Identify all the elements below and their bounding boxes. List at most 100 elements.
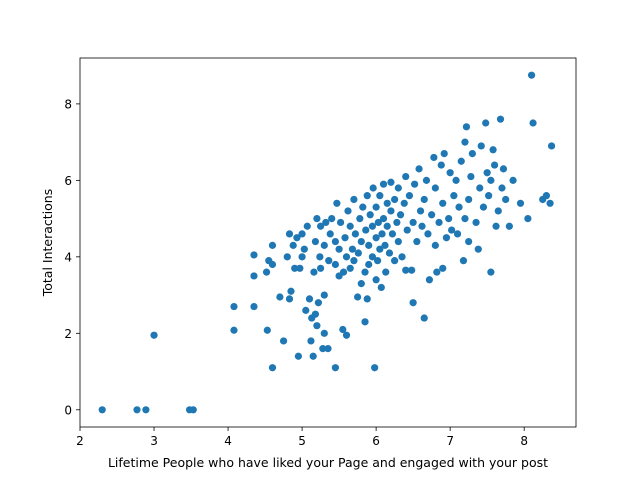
- data-point: [189, 406, 197, 414]
- data-point: [388, 230, 397, 238]
- data-point: [339, 325, 347, 334]
- data-point: [368, 222, 377, 230]
- data-point: [344, 207, 352, 215]
- data-point: [490, 161, 499, 169]
- points-layer: [98, 71, 556, 414]
- data-point: [385, 249, 394, 257]
- data-point: [547, 142, 556, 150]
- data-point: [371, 364, 379, 372]
- data-point: [529, 119, 537, 127]
- data-point: [402, 172, 410, 181]
- data-point: [453, 230, 462, 238]
- data-point: [142, 406, 150, 414]
- data-point: [294, 352, 302, 360]
- data-point: [276, 293, 284, 301]
- data-point: [465, 237, 473, 246]
- y-tick-label: 0: [64, 403, 72, 417]
- data-point: [413, 237, 421, 246]
- data-point: [542, 192, 550, 200]
- data-point: [396, 211, 405, 219]
- data-point: [439, 199, 447, 207]
- data-point: [485, 192, 493, 200]
- data-point: [307, 337, 315, 345]
- data-point: [300, 245, 308, 253]
- data-point: [461, 215, 469, 223]
- data-point: [291, 264, 299, 272]
- data-point: [289, 241, 297, 249]
- data-point: [342, 331, 351, 339]
- data-point: [365, 241, 373, 249]
- data-point: [420, 195, 428, 204]
- data-point: [455, 203, 463, 211]
- plot-frame: [79, 57, 577, 428]
- y-tick-label: 4: [64, 250, 72, 264]
- data-point: [428, 211, 436, 219]
- data-point: [348, 245, 357, 253]
- data-point: [394, 237, 402, 246]
- data-point: [474, 245, 482, 253]
- data-point: [342, 253, 351, 261]
- data-point: [393, 218, 401, 227]
- data-point: [354, 249, 362, 257]
- data-point: [303, 222, 311, 230]
- data-point: [326, 230, 334, 238]
- data-point: [479, 203, 488, 211]
- data-point: [433, 268, 441, 276]
- data-point: [452, 176, 460, 184]
- data-point: [476, 184, 484, 192]
- data-point: [357, 237, 365, 246]
- data-point: [403, 226, 411, 234]
- data-point: [527, 71, 536, 79]
- data-point: [482, 119, 490, 127]
- data-point: [346, 264, 354, 272]
- data-point: [546, 199, 554, 207]
- data-point: [298, 230, 306, 238]
- data-point: [524, 215, 532, 223]
- data-point: [424, 230, 432, 238]
- data-point: [418, 222, 426, 230]
- data-point: [313, 322, 321, 330]
- data-point: [335, 245, 343, 253]
- data-point: [250, 272, 258, 280]
- data-point: [445, 215, 453, 223]
- data-point: [374, 257, 382, 265]
- data-point: [492, 222, 500, 230]
- data-point: [509, 176, 517, 184]
- data-point: [409, 299, 417, 307]
- data-point: [285, 295, 294, 303]
- data-point: [376, 192, 384, 200]
- data-point: [369, 184, 377, 192]
- data-point: [379, 180, 388, 188]
- data-point: [378, 230, 386, 238]
- data-point: [263, 326, 271, 334]
- data-point: [461, 138, 469, 146]
- data-point: [431, 184, 439, 192]
- data-point: [296, 264, 304, 272]
- data-point: [387, 178, 395, 186]
- data-point: [400, 199, 408, 207]
- data-point: [477, 142, 485, 150]
- data-point: [405, 192, 414, 200]
- data-point: [472, 218, 480, 227]
- data-point: [341, 234, 349, 242]
- data-point: [430, 153, 438, 162]
- y-tick-label: 8: [64, 97, 72, 111]
- data-point: [328, 215, 336, 223]
- x-axis-ticks: 2 3 4 5 6 7 8: [76, 427, 528, 448]
- data-point: [494, 207, 502, 215]
- data-point: [382, 268, 390, 276]
- data-point: [496, 115, 505, 123]
- x-tick-label: 2: [76, 434, 84, 448]
- data-point: [346, 222, 354, 230]
- data-point: [411, 180, 419, 188]
- data-point: [376, 245, 384, 253]
- data-point: [356, 215, 364, 223]
- data-point: [310, 268, 318, 276]
- data-point: [368, 253, 377, 261]
- data-point: [98, 406, 106, 414]
- data-point: [391, 195, 399, 204]
- x-tick-label: 8: [520, 434, 528, 448]
- x-tick-label: 6: [372, 434, 380, 448]
- data-point: [415, 165, 423, 173]
